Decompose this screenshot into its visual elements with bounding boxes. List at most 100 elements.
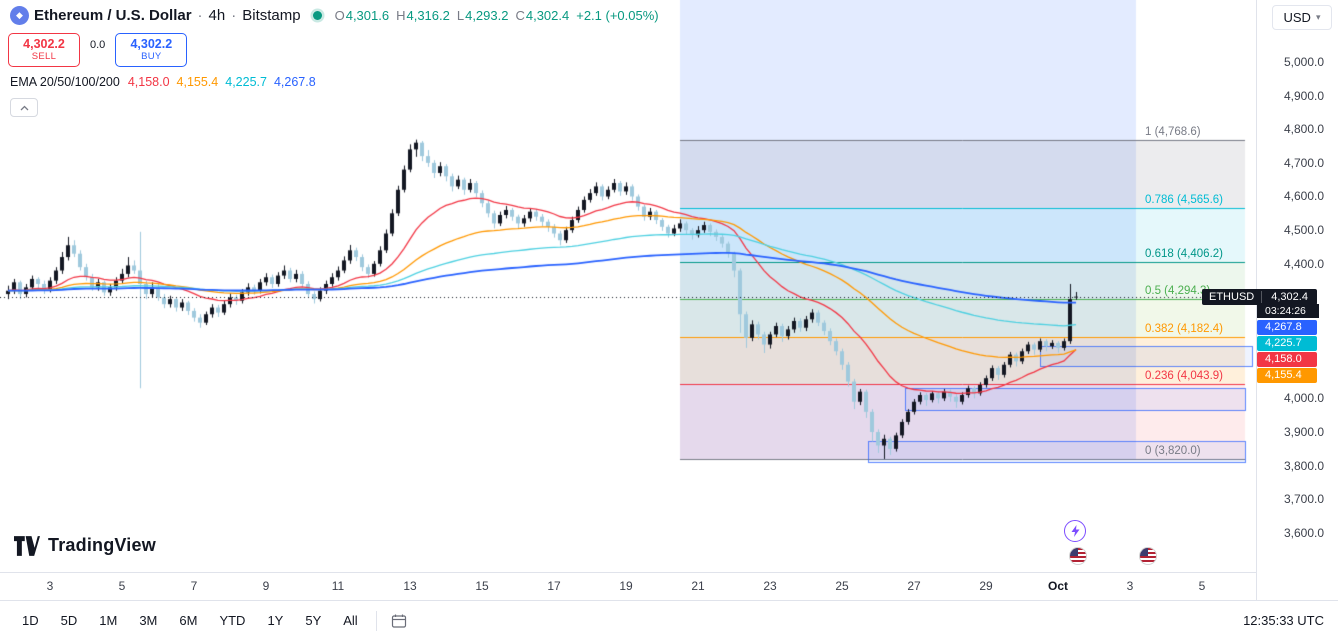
eth-glyph: ◆	[16, 10, 23, 20]
calendar-icon	[391, 614, 406, 628]
ema-value: 4,225.7	[225, 75, 267, 89]
high-label: H	[396, 8, 406, 23]
time-axis-label: 19	[619, 579, 633, 593]
go-to-date-button[interactable]	[387, 609, 411, 633]
ema-price-badge: 4,225.7	[1257, 335, 1317, 351]
low-label: L	[456, 8, 465, 23]
range-button-1y[interactable]: 1Y	[259, 608, 291, 633]
range-button-5y[interactable]: 5Y	[297, 608, 329, 633]
ema-value: 4,158.0	[127, 75, 170, 89]
ema-value: 4,155.4	[176, 75, 219, 89]
price-axis-label: 3,600.0	[1284, 525, 1325, 540]
ema-price-badge: 4,155.4	[1257, 367, 1317, 383]
price-axis-label: 4,500.0	[1284, 223, 1325, 238]
trade-widget: 4,302.2 SELL 0.0 4,302.2 BUY	[8, 33, 188, 67]
time-axis-label: 7	[190, 579, 198, 593]
range-button-6m[interactable]: 6M	[171, 608, 205, 633]
price-axis-label: 4,000.0	[1284, 391, 1325, 406]
event-lightning-icon[interactable]	[1064, 520, 1086, 542]
price-axis-label: 3,700.0	[1284, 492, 1325, 507]
exchange-label[interactable]: Bitstamp	[242, 7, 301, 24]
time-axis-label: 27	[907, 579, 921, 593]
range-button-ytd[interactable]: YTD	[211, 608, 253, 633]
time-axis-label: 21	[691, 579, 705, 593]
low-value: 4,293.2	[465, 8, 509, 23]
market-status-icon[interactable]	[312, 11, 322, 20]
ethereum-logo-icon: ◆	[10, 6, 29, 25]
ohlc-values: O 4,301.6 H 4,316.2 L 4,293.2 C 4,302.4	[335, 8, 570, 23]
time-axis-label: 29	[979, 579, 993, 593]
buy-button[interactable]: 4,302.2 BUY	[115, 33, 188, 67]
collapse-indicators-button[interactable]	[10, 98, 38, 117]
chevron-down-icon: ▾	[1315, 12, 1321, 22]
bottom-toolbar: 1D 5D 1M 3M 6M YTD 1Y 5Y All 12:35:33 UTC	[0, 600, 1338, 640]
price-axis-label: 3,900.0	[1284, 425, 1325, 440]
range-button-1m[interactable]: 1M	[91, 608, 125, 633]
price-axis-label: 4,600.0	[1284, 189, 1325, 204]
price-chart[interactable]	[0, 0, 1256, 572]
bar-countdown-badge: 03:24:26	[1257, 303, 1319, 318]
currency-dropdown[interactable]: USD ▾	[1272, 5, 1332, 30]
price-axis-label: 4,800.0	[1284, 122, 1325, 137]
open-label: O	[334, 8, 345, 23]
close-label: C	[515, 8, 525, 23]
time-axis-label: 9	[262, 579, 270, 593]
us-flag-event-icon[interactable]	[1140, 548, 1156, 564]
close-value: 4,302.4	[525, 8, 570, 23]
sell-button[interactable]: 4,302.2 SELL	[8, 33, 80, 67]
tradingview-mark-icon	[14, 535, 40, 556]
sell-price: 4,302.2	[23, 37, 65, 52]
date-range-buttons: 1D 5D 1M 3M 6M YTD 1Y 5Y All	[14, 608, 366, 633]
time-axis-label: Oct	[1047, 579, 1069, 593]
sell-label: SELL	[31, 50, 57, 62]
time-axis-label: 5	[118, 579, 126, 593]
high-value: 4,316.2	[406, 8, 450, 23]
symbol-title[interactable]: Ethereum / U.S. Dollar	[34, 7, 192, 24]
time-axis-label: 17	[547, 579, 561, 593]
us-flag-event-icon[interactable]	[1070, 548, 1086, 564]
range-button-3m[interactable]: 3M	[131, 608, 165, 633]
range-button-5d[interactable]: 5D	[53, 608, 86, 633]
lightning-bolt-icon	[1071, 525, 1079, 537]
price-axis-label: 5,000.0	[1284, 54, 1325, 69]
ema-value: 4,267.8	[273, 75, 316, 89]
time-axis-label: 15	[475, 579, 489, 593]
open-value: 4,301.6	[345, 8, 390, 23]
separator: ·	[231, 7, 237, 24]
tradingview-wordmark: TradingView	[48, 535, 156, 555]
buy-label: BUY	[141, 50, 162, 62]
time-axis-label: 25	[835, 579, 849, 593]
time-axis-label: 3	[1126, 579, 1134, 593]
price-axis-label: 4,400.0	[1284, 256, 1325, 271]
toolbar-divider	[375, 610, 377, 631]
range-button-1d[interactable]: 1D	[14, 608, 47, 633]
interval-button[interactable]: 4h	[208, 7, 226, 24]
change-value: +2.1 (+0.05%)	[576, 8, 659, 23]
last-price-badge: ETHUSD 4,302.4	[1202, 288, 1317, 305]
buy-price: 4,302.2	[130, 37, 173, 52]
ema-price-badge: 4,267.8	[1257, 319, 1317, 335]
badge-symbol: ETHUSD	[1202, 290, 1263, 303]
chart-header: ◆ Ethereum / U.S. Dollar · 4h · Bitstamp…	[10, 6, 659, 25]
clock-utc[interactable]: 12:35:33 UTC	[1243, 613, 1324, 628]
chevron-up-icon	[20, 105, 28, 110]
range-button-all[interactable]: All	[335, 608, 365, 633]
time-axis[interactable]: 3 5 7 9 11 13 15 17 19 21 23 25 27 29 Oct 3 5	[0, 572, 1338, 601]
time-axis-label: 23	[763, 579, 777, 593]
currency-label: USD	[1283, 10, 1311, 25]
ema-values: 4,158.0 4,155.4 4,225.7 4,267.8	[128, 75, 323, 89]
price-axis-label: 4,900.0	[1284, 88, 1325, 103]
time-axis-label: 5	[1198, 579, 1206, 593]
ema-indicator-legend[interactable]: EMA 20/50/100/200 4,158.0 4,155.4 4,225.7 4…	[10, 75, 323, 89]
time-axis-label: 13	[403, 579, 417, 593]
time-axis-label: 11	[331, 579, 345, 593]
ema-price-badge: 4,158.0	[1257, 351, 1317, 367]
price-axis-label: 3,800.0	[1284, 458, 1325, 473]
spread-value: 0.0	[90, 39, 106, 51]
tradingview-logo[interactable]: TradingView	[14, 535, 156, 556]
separator: ·	[197, 7, 203, 24]
price-axis-label: 4,700.0	[1284, 155, 1325, 170]
time-axis-label: 3	[46, 579, 54, 593]
badge-price: 4,302.4	[1271, 290, 1308, 303]
